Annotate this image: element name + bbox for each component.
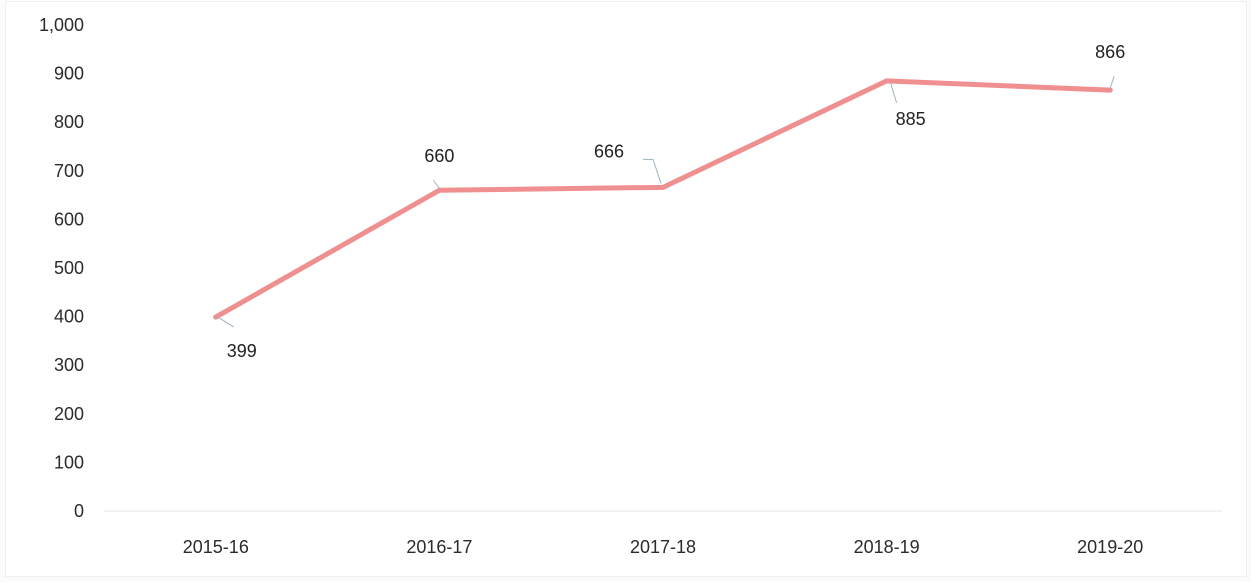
x-tick-label: 2019-20 — [1077, 537, 1143, 557]
x-tick-label: 2015-16 — [183, 537, 249, 557]
series-group — [213, 78, 1113, 320]
x-tick-label: 2017-18 — [630, 537, 696, 557]
data-label-leader — [643, 158, 662, 184]
x-tick-label: 2016-17 — [406, 537, 472, 557]
data-label-leader — [217, 316, 235, 328]
y-tick-label: 200 — [54, 404, 84, 424]
data-point — [436, 187, 442, 193]
series-line — [213, 78, 1113, 320]
data-point — [1107, 87, 1113, 93]
y-tick-label: 300 — [54, 355, 84, 375]
y-tick-label: 400 — [54, 307, 84, 327]
y-tick-label: 700 — [54, 161, 84, 181]
data-label: 666 — [594, 141, 624, 161]
data-labels: 399 660 666 885 866 — [217, 42, 1125, 361]
data-label: 866 — [1095, 42, 1125, 62]
y-tick-label: 600 — [54, 209, 84, 229]
y-axis: 0 100 200 300 400 500 600 700 800 900 1,000 — [39, 15, 84, 521]
data-label: 399 — [227, 341, 257, 361]
y-tick-label: 900 — [54, 64, 84, 84]
y-tick-label: 800 — [54, 112, 84, 132]
data-point — [884, 78, 890, 84]
data-label: 660 — [424, 146, 454, 166]
x-axis: 2015-16 2016-17 2017-18 2018-19 2019-20 — [183, 537, 1143, 557]
data-label-leader — [890, 82, 898, 104]
chart-area — [6, 2, 1246, 576]
data-label-leader — [432, 179, 440, 189]
data-label-leader — [1109, 75, 1115, 89]
y-tick-label: 0 — [74, 501, 84, 521]
y-tick-label: 100 — [54, 452, 84, 472]
y-tick-label: 500 — [54, 258, 84, 278]
data-point — [213, 314, 219, 320]
y-tick-label: 1,000 — [39, 15, 84, 35]
data-point — [660, 184, 666, 190]
x-tick-label: 2018-19 — [854, 537, 920, 557]
data-label: 885 — [896, 109, 926, 129]
